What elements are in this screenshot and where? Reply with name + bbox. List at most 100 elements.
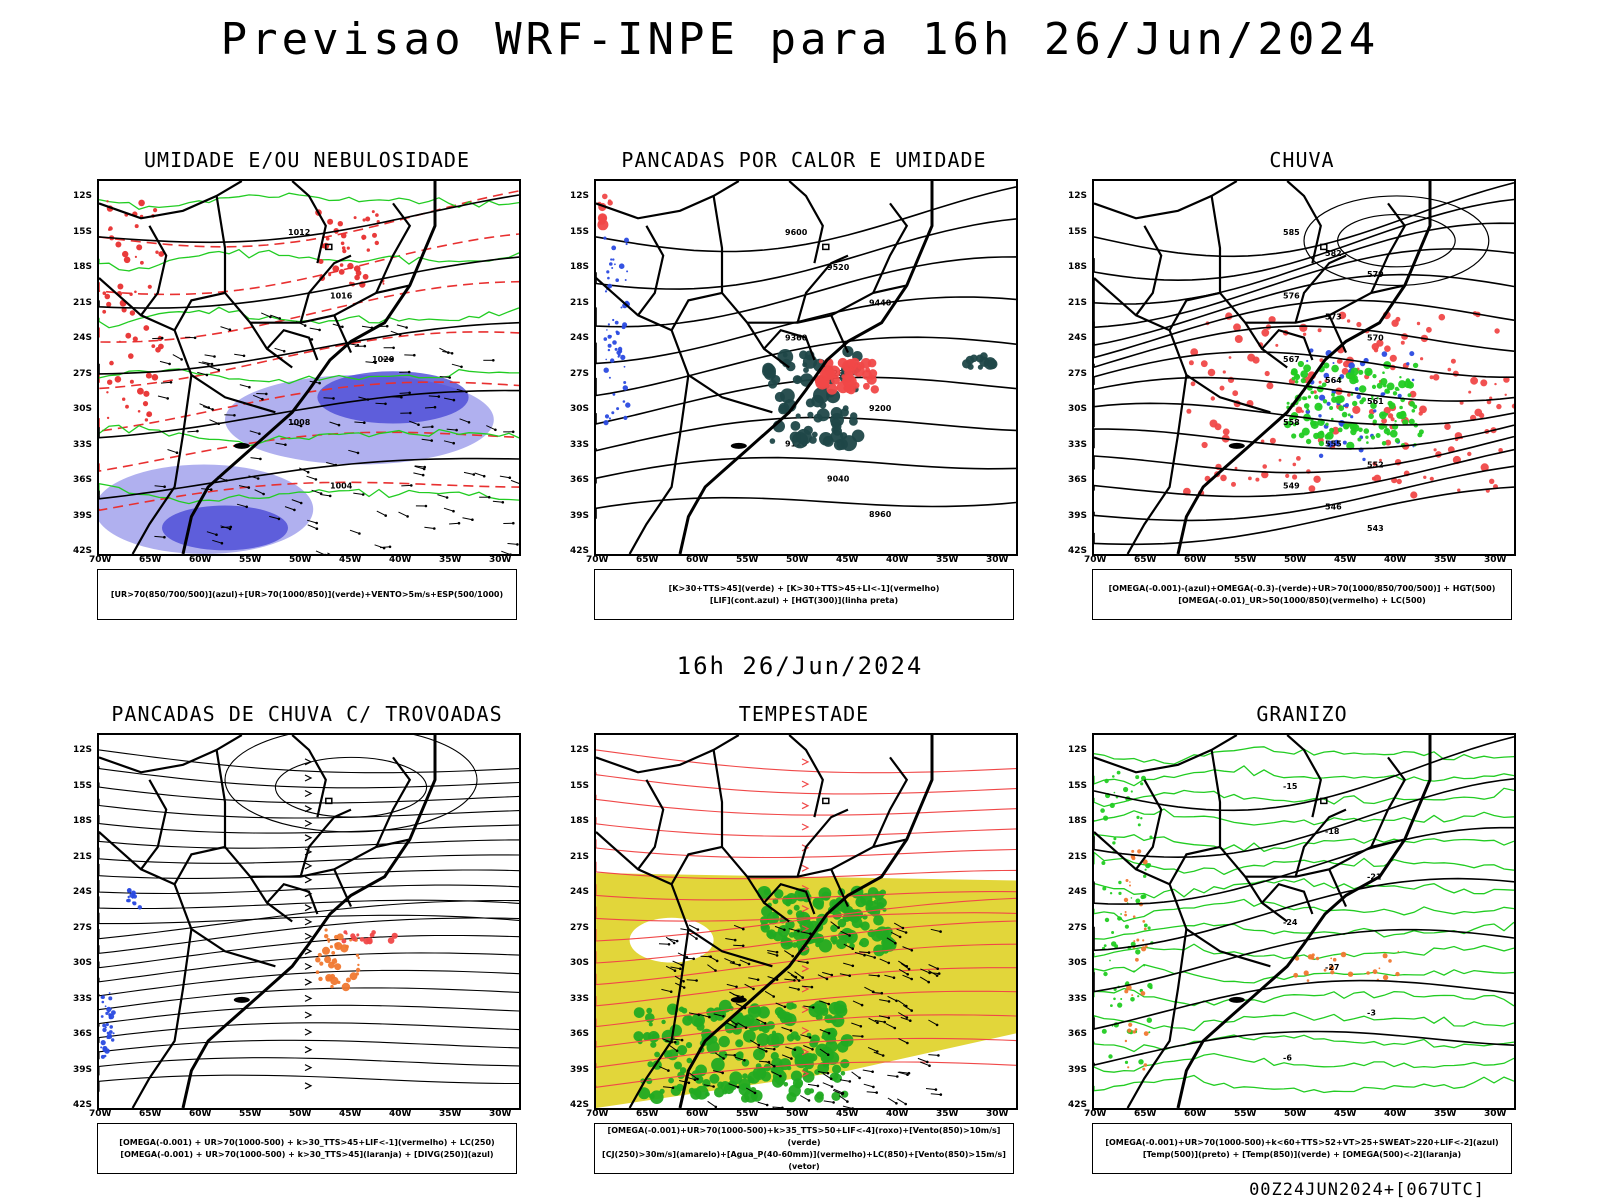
legend-line: [OMEGA(-0.001)+UR>70(1000-500)+k>35_TTS>… bbox=[607, 1125, 1001, 1147]
lat-tick-label: 24S bbox=[73, 333, 93, 343]
lat-tick-label: 33S bbox=[73, 439, 93, 450]
contour-label: 573 bbox=[1325, 313, 1342, 322]
lon-tick-label: 35W bbox=[936, 555, 959, 565]
lon-tick-label: 55W bbox=[1234, 1109, 1257, 1119]
map-plot: 585 582 579 576 573 570 567 564 561 558 555 552 549 5… bbox=[1094, 181, 1514, 554]
lon-tick-label: 50W bbox=[786, 1109, 809, 1119]
lon-tick-label: 40W bbox=[886, 1109, 909, 1119]
contour-label: 1016 bbox=[330, 291, 353, 300]
map-pancadas-por-calor-e-umidade: 960095209440936092809200912090408960 bbox=[594, 179, 1018, 556]
legend-line: [OMEGA(-0.01)_UR>50(1000/850)(vermelho) … bbox=[1178, 595, 1426, 605]
legend-line: [OMEGA(-0.001)-(azul)+OMEGA(-0.3)-(verde… bbox=[1108, 583, 1496, 593]
legend-pancadas-de-chuva-c-trovoadas: [OMEGA(-0.001) + UR>70(1000-500) + k>30_… bbox=[97, 1123, 517, 1174]
contour-label: 1012 bbox=[288, 228, 310, 237]
lon-tick-label: 65W bbox=[636, 555, 659, 565]
contour-label: -15 bbox=[1283, 782, 1298, 791]
lon-tick-label: 60W bbox=[686, 555, 709, 565]
lat-tick-label: 21S bbox=[73, 297, 93, 308]
lon-tick-label: 40W bbox=[886, 555, 909, 565]
lon-tick-label: 65W bbox=[1134, 555, 1157, 565]
map-granizo: -15 -18 -21 -24 -27 -3 -6 bbox=[1092, 733, 1516, 1110]
lat-tick-label: 33S bbox=[1068, 993, 1088, 1004]
lon-tick-label: 60W bbox=[1184, 1109, 1207, 1119]
lon-tick-label: 50W bbox=[1284, 555, 1307, 565]
lat-tick-label: 12S bbox=[73, 191, 93, 201]
lat-tick-label: 15S bbox=[1068, 226, 1088, 237]
lon-tick-label: 35W bbox=[439, 555, 462, 565]
lon-tick-label: 65W bbox=[139, 1109, 162, 1119]
lat-tick-label: 36S bbox=[73, 475, 93, 485]
mid-time-label: 16h 26/Jun/2024 bbox=[676, 652, 924, 680]
lat-tick-label: 42S bbox=[73, 1100, 93, 1110]
lat-tick-label: 33S bbox=[570, 993, 590, 1004]
lon-tick-label: 30W bbox=[489, 555, 512, 565]
lat-tick-label: 15S bbox=[73, 780, 93, 791]
map-umidade-e-ou-nebulosidade: 1012 1016 1020 1008 1004 bbox=[97, 179, 521, 556]
map-chuva: 585 582 579 576 573 570 567 564 561 558 555 552 549 5… bbox=[1092, 179, 1516, 556]
contour-label: 585 bbox=[1283, 228, 1300, 237]
map-pancadas-de-chuva-c-trovoadas bbox=[97, 733, 521, 1110]
lon-tick-label: 35W bbox=[936, 1109, 959, 1119]
lon-tick-label: 50W bbox=[1284, 1109, 1307, 1119]
legend-line: [LIF](cont.azul) + [HGT(300)](linha pret… bbox=[709, 595, 899, 605]
lon-tick-label: 65W bbox=[139, 555, 162, 565]
panel-title-tempestade: TEMPESTADE bbox=[738, 702, 870, 726]
lon-tick-label: 70W bbox=[1084, 1109, 1107, 1119]
lat-tick-label: 30S bbox=[1068, 404, 1088, 414]
lon-tick-label: 60W bbox=[189, 555, 212, 565]
lon-tick-label: 45W bbox=[836, 555, 859, 565]
lon-tick-label: 30W bbox=[1484, 1109, 1507, 1119]
lon-tick-label: 30W bbox=[986, 555, 1009, 565]
contour-label: 9200 bbox=[869, 404, 892, 413]
lat-tick-label: 36S bbox=[570, 475, 590, 485]
lat-tick-label: 30S bbox=[1068, 958, 1088, 968]
legend-tempestade: [OMEGA(-0.001)+UR>70(1000-500)+k>35_TTS>… bbox=[594, 1123, 1014, 1174]
lat-tick-label: 30S bbox=[73, 958, 93, 968]
lat-tick-label: 33S bbox=[570, 439, 590, 450]
lat-tick-label: 39S bbox=[73, 1064, 93, 1075]
lat-tick-label: 27S bbox=[73, 368, 93, 379]
lat-tick-label: 42S bbox=[570, 546, 590, 556]
lat-tick-label: 24S bbox=[570, 887, 590, 897]
contour-label: 9040 bbox=[827, 475, 850, 484]
lon-tick-label: 30W bbox=[489, 1109, 512, 1119]
lon-tick-label: 70W bbox=[89, 1109, 112, 1119]
contour-label: 1008 bbox=[288, 418, 311, 427]
contour-label: 576 bbox=[1283, 291, 1300, 300]
lat-tick-label: 30S bbox=[73, 404, 93, 414]
lat-tick-label: 21S bbox=[570, 297, 590, 308]
lat-tick-label: 21S bbox=[570, 851, 590, 862]
lat-tick-label: 39S bbox=[570, 1064, 590, 1075]
contour-label: 1020 bbox=[372, 355, 395, 364]
contour-label: 546 bbox=[1325, 503, 1342, 512]
panel-title-chuva: CHUVA bbox=[1269, 148, 1335, 172]
lat-tick-label: 42S bbox=[1068, 546, 1088, 556]
lat-tick-label: 27S bbox=[1068, 368, 1088, 379]
lat-tick-label: 18S bbox=[73, 262, 93, 272]
lat-tick-label: 12S bbox=[570, 191, 590, 201]
lat-tick-label: 39S bbox=[1068, 1064, 1088, 1075]
lat-tick-label: 24S bbox=[1068, 887, 1088, 897]
lat-tick-label: 12S bbox=[73, 745, 93, 755]
lat-tick-label: 15S bbox=[570, 226, 590, 237]
contour-label: -3 bbox=[1367, 1008, 1376, 1017]
lon-tick-label: 35W bbox=[1434, 555, 1457, 565]
lat-tick-label: 33S bbox=[1068, 439, 1088, 450]
lat-tick-label: 27S bbox=[1068, 922, 1088, 933]
contour-label: -24 bbox=[1283, 918, 1298, 927]
lon-tick-label: 50W bbox=[289, 555, 312, 565]
lon-tick-label: 35W bbox=[439, 1109, 462, 1119]
lon-tick-label: 45W bbox=[1334, 1109, 1357, 1119]
map-plot bbox=[596, 735, 1016, 1108]
contour-label: 582 bbox=[1325, 249, 1342, 258]
lon-tick-label: 30W bbox=[1484, 555, 1507, 565]
contour-label: 543 bbox=[1367, 524, 1384, 533]
lon-tick-label: 55W bbox=[736, 555, 759, 565]
lat-tick-label: 15S bbox=[73, 226, 93, 237]
legend-line: [K>30+TTS>45](verde) + [K>30+TTS>45+LI<-… bbox=[668, 583, 940, 593]
lat-tick-label: 42S bbox=[73, 546, 93, 556]
panel-title-pancadas-por-calor-e-umidade: PANCADAS POR CALOR E UMIDADE bbox=[621, 148, 987, 172]
legend-line: [UR>70(850/700/500)](azul)+[UR>70(1000/8… bbox=[110, 589, 504, 599]
lat-tick-label: 18S bbox=[1068, 262, 1088, 272]
lon-tick-label: 70W bbox=[89, 555, 112, 565]
